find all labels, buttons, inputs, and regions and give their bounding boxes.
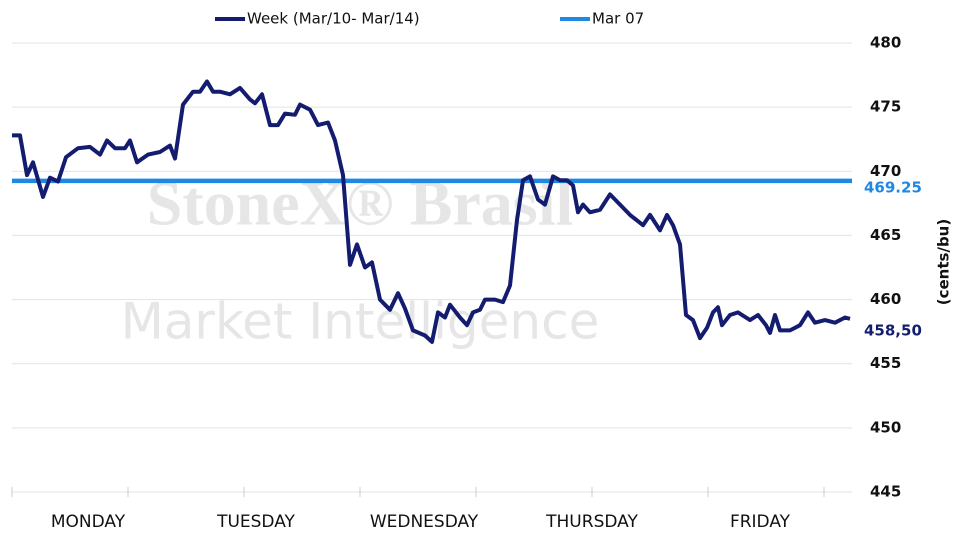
- x-tick-label: WEDNESDAY: [370, 512, 479, 532]
- end-label: 458,50: [864, 321, 922, 339]
- y-tick-label: 465: [870, 226, 901, 244]
- legend-label: Mar 07: [592, 10, 644, 28]
- series-line: [12, 79, 851, 344]
- end-label: 469.25: [864, 178, 922, 196]
- watermark: Market Intelligence: [121, 293, 600, 351]
- y-tick-label: 470: [870, 162, 901, 180]
- legend-label: Week (Mar/10- Mar/14): [247, 10, 420, 28]
- y-tick-label: 450: [870, 418, 901, 436]
- x-tick-label: MONDAY: [51, 512, 126, 532]
- x-tick-label: THURSDAY: [545, 512, 638, 532]
- x-tick-label: FRIDAY: [730, 512, 791, 532]
- y-axis-label: (cents/bu): [935, 219, 953, 305]
- y-tick-label: 445: [870, 483, 901, 501]
- y-tick-label: 455: [870, 354, 901, 372]
- y-tick-label: 480: [870, 34, 901, 52]
- watermark: StoneX® Brasil: [147, 168, 574, 239]
- y-tick-label: 475: [870, 98, 901, 116]
- x-tick-label: TUESDAY: [216, 512, 295, 532]
- y-tick-label: 460: [870, 290, 901, 308]
